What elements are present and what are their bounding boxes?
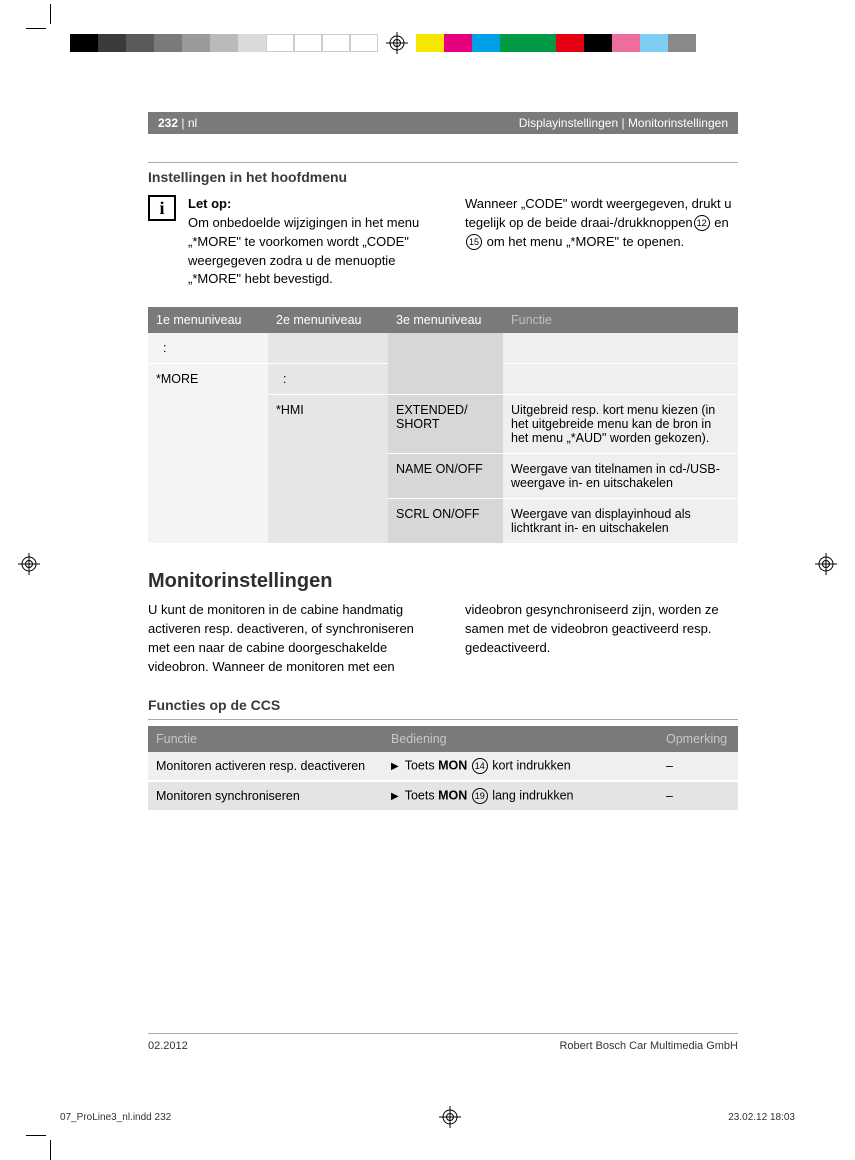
footer-company: Robert Bosch Car Multimedia GmbH: [559, 1040, 738, 1052]
print-slug: 07_ProLine3_nl.indd 232 23.02.12 18:03: [60, 1106, 795, 1128]
registration-mark-icon: [815, 553, 837, 575]
table-cell: SCRL ON/OFF: [388, 499, 503, 544]
table-cell: ▶Toets MON 19 lang indrukken: [383, 781, 658, 811]
page-number: 232 | nl: [158, 116, 197, 130]
table-header: 3e menuniveau: [388, 307, 503, 333]
section-title: Instellingen in het hoofdmenu: [148, 169, 738, 185]
table-cell: *HMI: [268, 395, 388, 544]
registration-mark-icon: [386, 32, 408, 54]
table-cell: Uitgebreid resp. kort menu kiezen (in he…: [503, 395, 738, 454]
table-header: 2e menuniveau: [268, 307, 388, 333]
table-header: Functie: [148, 726, 383, 752]
table-cell: *MORE: [148, 364, 268, 544]
crop-mark-icon: [40, 18, 64, 42]
section-title: Monitorinstellingen: [148, 570, 738, 593]
footer-date: 02.2012: [148, 1040, 188, 1052]
subsection-title: Functies op de CCS: [148, 697, 738, 713]
table-cell: [503, 364, 738, 395]
button-ref-icon: 15: [466, 234, 482, 250]
breadcrumb: Displayinstellingen | Monitorinstellinge…: [519, 116, 728, 130]
printer-color-bar: [70, 32, 696, 54]
triangle-icon: ▶: [391, 761, 399, 772]
button-ref-icon: 12: [694, 215, 710, 231]
table-cell: Weergave van displayinhoud als lichtkran…: [503, 499, 738, 544]
table-cell: –: [658, 752, 738, 781]
slug-file: 07_ProLine3_nl.indd 232: [60, 1112, 171, 1123]
table-cell: [268, 333, 388, 364]
table-header: Opmerking: [658, 726, 738, 752]
ccs-table: Functie Bediening Opmerking Monitoren ac…: [148, 726, 738, 812]
table-cell: ▶Toets MON 14 kort indrukken: [383, 752, 658, 781]
table-cell: Monitoren synchroniseren: [148, 781, 383, 811]
note-text: Let op: Om onbedoelde wijzigingen in het…: [188, 195, 421, 289]
button-ref-icon: 19: [472, 788, 488, 804]
page-header: 232 | nl Displayinstellingen | Monitorin…: [148, 112, 738, 134]
body-text: U kunt de monitoren in de cabine handmat…: [148, 601, 421, 676]
menu-table: 1e menuniveau 2e menuniveau 3e menunivea…: [148, 307, 738, 544]
registration-mark-icon: [18, 553, 40, 575]
info-icon: i: [148, 195, 176, 221]
table-cell: [503, 333, 738, 364]
registration-mark-icon: [439, 1106, 461, 1128]
slug-timestamp: 23.02.12 18:03: [728, 1112, 795, 1123]
table-cell: :: [268, 364, 388, 395]
button-ref-icon: 14: [472, 758, 488, 774]
page-footer: 02.2012 Robert Bosch Car Multimedia GmbH: [148, 1033, 738, 1052]
triangle-icon: ▶: [391, 791, 399, 802]
table-cell: [388, 333, 503, 395]
body-text: videobron gesynchroniseerd zijn, worden …: [465, 601, 738, 658]
table-cell: Weergave van titelnamen in cd-/USB-weerg…: [503, 454, 738, 499]
table-header: Bediening: [383, 726, 658, 752]
table-cell: –: [658, 781, 738, 811]
table-cell: :: [148, 333, 268, 364]
table-header: 1e menuniveau: [148, 307, 268, 333]
table-header: Functie: [503, 307, 738, 333]
table-cell: EXTENDED/ SHORT: [388, 395, 503, 454]
note-text-right: Wanneer „CODE" wordt weergegeven, drukt …: [465, 195, 738, 289]
table-cell: Monitoren activeren resp. deactiveren: [148, 752, 383, 781]
table-cell: NAME ON/OFF: [388, 454, 503, 499]
